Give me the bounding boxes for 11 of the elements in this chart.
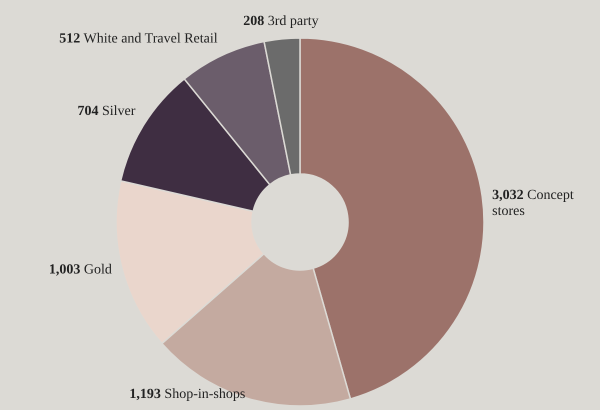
- data-label: 704: [77, 104, 98, 120]
- data-label: 3,032: [492, 188, 524, 204]
- data-label: 208: [243, 14, 264, 29]
- slice-label: Gold: [84, 262, 112, 278]
- data-label: 1,193: [129, 387, 161, 402]
- slice-label: 3rd party: [268, 14, 319, 29]
- slice-label: Shop-in-shops: [164, 387, 246, 402]
- slice-label: Silver: [102, 104, 136, 120]
- slice-label: White and Travel Retail: [84, 31, 218, 46]
- data-label: 512: [59, 31, 80, 46]
- data-label: 1,003: [48, 262, 80, 278]
